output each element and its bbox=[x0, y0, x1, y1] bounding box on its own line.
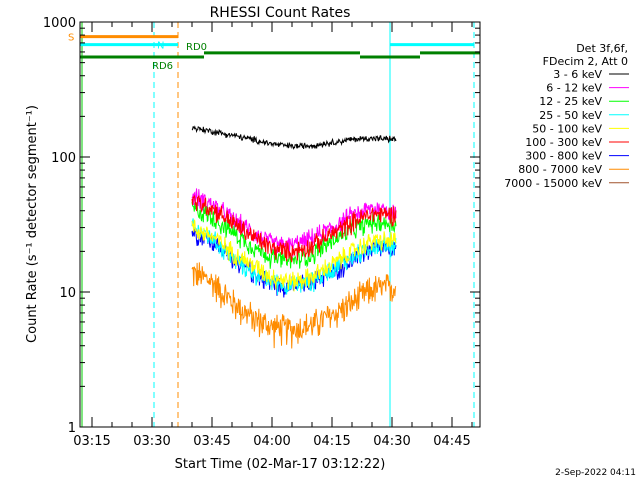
legend-label-5: 100 - 300 keV bbox=[525, 136, 602, 149]
series-line-5 bbox=[191, 194, 397, 263]
annotation-label-s: S bbox=[68, 33, 74, 44]
x-tick-label: 03:15 bbox=[73, 434, 110, 449]
x-tick-label: 04:15 bbox=[313, 434, 350, 449]
y-axis: 1 10 100 1000 bbox=[43, 16, 480, 436]
y-tick-label: 100 bbox=[51, 151, 76, 166]
x-tick-label: 04:00 bbox=[253, 434, 290, 449]
legend-header: FDecim 2, Att 0 bbox=[543, 55, 628, 68]
y-tick-label: 1000 bbox=[43, 16, 76, 31]
legend-label-2: 12 - 25 keV bbox=[539, 95, 602, 108]
annotation-label-rd6: RD6 bbox=[152, 61, 173, 72]
x-tick-label: 04:30 bbox=[373, 434, 410, 449]
series-line-2 bbox=[191, 201, 397, 269]
x-tick-label: 03:30 bbox=[133, 434, 170, 449]
legend-header: Det 3f,6f, bbox=[576, 42, 628, 55]
legend-label-8: 7000 - 15000 keV bbox=[504, 177, 602, 190]
legend-label-6: 300 - 800 keV bbox=[525, 150, 602, 163]
legend-label-0: 3 - 6 keV bbox=[553, 68, 602, 81]
legend-label-3: 25 - 50 keV bbox=[539, 109, 602, 122]
series-line-7 bbox=[191, 262, 397, 349]
plot-frame bbox=[79, 21, 481, 428]
y-axis-label: Count Rate (s⁻¹ detector segment⁻¹) bbox=[25, 105, 40, 343]
legend-label-4: 50 - 100 keV bbox=[532, 122, 602, 135]
series-line-4 bbox=[191, 219, 397, 292]
annotation-label-n: N bbox=[157, 41, 164, 52]
x-axis-label: Start Time (02-Mar-17 03:12:22) bbox=[175, 457, 386, 472]
x-tick-label: 03:45 bbox=[193, 434, 230, 449]
plot-area: S N RD0 RD6 bbox=[68, 22, 480, 427]
timestamp: 2-Sep-2022 04:11 bbox=[555, 468, 636, 478]
annotation-label-rd0: RD0 bbox=[186, 42, 207, 53]
x-tick-label: 04:45 bbox=[433, 434, 470, 449]
legend-label-7: 800 - 7000 keV bbox=[518, 163, 602, 176]
chart-title: RHESSI Count Rates bbox=[210, 5, 351, 21]
y-tick-label: 10 bbox=[59, 286, 76, 301]
x-axis: 03:15 03:30 03:45 04:00 04:15 04:30 04:45 bbox=[73, 22, 473, 449]
legend-label-1: 6 - 12 keV bbox=[546, 82, 602, 95]
series-line-0 bbox=[191, 125, 397, 150]
y-tick-label: 1 bbox=[68, 421, 76, 436]
